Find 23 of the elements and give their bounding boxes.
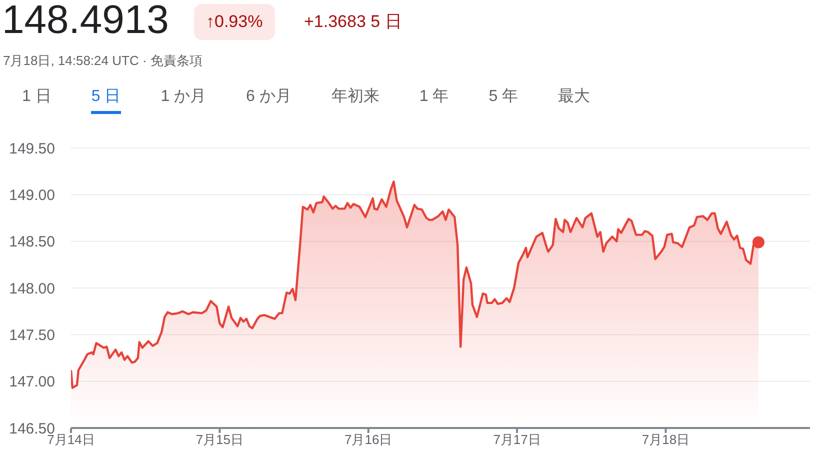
x-tick-label: 7月15日 (196, 432, 244, 448)
chart-subtitle: 7月18日, 14:58:24 UTC · 免責条項 (3, 52, 202, 70)
text: 5 日 (91, 86, 121, 114)
x-tick-label: 7月14日 (47, 432, 95, 448)
y-tick-label: 148.50 (9, 234, 55, 251)
text: 最大 (558, 86, 590, 107)
x-tick-label: 7月16日 (344, 432, 392, 448)
y-tick-label: 149.00 (9, 186, 55, 204)
text: +1.3683 5 日 (304, 11, 402, 33)
text: 6 か月 (246, 87, 292, 107)
y-tick-label: 147.50 (9, 326, 55, 344)
text: 1 日 (22, 87, 52, 107)
y-tick-label: 149.50 (9, 140, 55, 158)
text: 年初来 (331, 86, 380, 107)
text: 5 年 (488, 87, 518, 107)
x-tick-label: 7月17日 (493, 432, 541, 448)
y-tick-label: 147.00 (9, 374, 55, 391)
x-tick-label: 7月18日 (642, 432, 690, 448)
text: 1 年 (419, 87, 449, 107)
text: 1 か月 (160, 87, 206, 107)
y-tick-label: 148.00 (9, 280, 55, 298)
text: ↑0.93% (194, 4, 275, 40)
chart-title: 148.4913 (2, 0, 169, 43)
